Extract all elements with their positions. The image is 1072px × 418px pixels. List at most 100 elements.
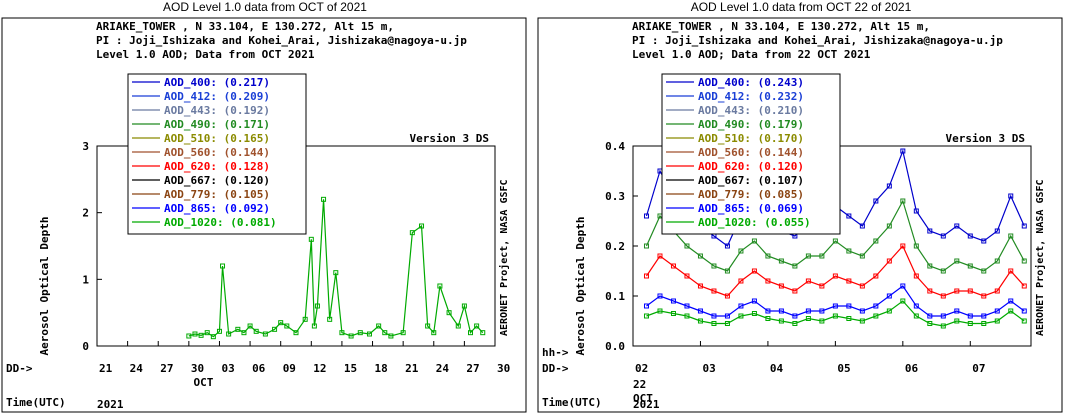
data-point (886, 223, 892, 229)
data-point (1008, 193, 1014, 199)
data-point (778, 258, 784, 264)
data-point (778, 283, 784, 289)
data-point (873, 238, 879, 244)
x-tick-label: 27 (466, 362, 479, 375)
data-point (1008, 233, 1014, 239)
legend-label: AOD_779: (0.105) (164, 188, 270, 201)
data-point (832, 273, 838, 279)
y-tick-label: 0.0 (605, 340, 625, 353)
data-point (308, 236, 314, 242)
data-point (1021, 318, 1027, 324)
data-point (913, 313, 919, 319)
time-label: Time(UTC) (6, 396, 66, 409)
header-line: Level 1.0 AOD; Data from 22 OCT 2021 (632, 48, 871, 61)
legend-label: AOD_620: (0.128) (164, 160, 270, 173)
y-tick-label: 2 (82, 207, 89, 220)
data-point (805, 308, 811, 314)
data-point (981, 313, 987, 319)
data-point (431, 330, 437, 336)
x-tick-label: 05 (837, 362, 850, 375)
data-point (684, 273, 690, 279)
data-point (859, 223, 865, 229)
data-point (455, 323, 461, 329)
data-point (446, 310, 452, 316)
data-point (967, 233, 973, 239)
legend-label: AOD_510: (0.170) (698, 132, 804, 145)
y-tick-label: 0 (82, 340, 89, 353)
legend-label: AOD_667: (0.107) (698, 174, 804, 187)
data-point (684, 303, 690, 309)
data-point (284, 323, 290, 329)
year-label: 2021 (633, 398, 660, 411)
data-point (724, 321, 730, 326)
data-point (940, 313, 946, 319)
data-point (333, 270, 339, 276)
data-point (1021, 283, 1027, 289)
data-point (994, 288, 1000, 294)
data-point (994, 308, 1000, 314)
data-point (643, 313, 649, 319)
outer-frame (537, 17, 1063, 413)
data-point (697, 253, 703, 259)
dd-prefix: DD-> (542, 362, 569, 375)
data-point (311, 323, 317, 329)
data-point (900, 298, 906, 304)
data-point (409, 230, 415, 236)
data-point (913, 303, 919, 309)
data-point (643, 273, 649, 279)
data-point (357, 330, 363, 336)
data-point (819, 308, 825, 314)
data-point (778, 308, 784, 314)
data-point (832, 313, 838, 319)
data-point (1021, 258, 1027, 264)
series-line (188, 199, 484, 338)
data-point (711, 288, 717, 294)
data-point (967, 313, 973, 319)
data-point (711, 321, 717, 326)
data-point (738, 313, 744, 319)
legend-label: AOD_400: (0.217) (164, 76, 270, 89)
x-tick-label: 09 (283, 362, 296, 375)
data-point (657, 293, 663, 299)
panel-title: AOD Level 1.0 data from OCT 22 of 2021 (690, 0, 912, 14)
legend-label: AOD_865: (0.092) (164, 202, 270, 215)
y-axis-label: Aerosol Optical Depth (574, 216, 587, 355)
data-point (241, 330, 247, 336)
series-line (645, 199, 1025, 272)
data-point (927, 321, 933, 326)
data-point (886, 308, 892, 314)
data-point (967, 263, 973, 269)
year-label: 2021 (97, 398, 124, 411)
data-point (278, 320, 284, 326)
data-point (792, 263, 798, 269)
x-tick-label: 21 (405, 362, 419, 375)
data-point (198, 332, 204, 338)
data-point (711, 313, 717, 319)
data-point (216, 328, 222, 334)
data-point (670, 311, 676, 316)
data-point (204, 330, 210, 336)
month-label: OCT (193, 376, 213, 389)
data-point (927, 313, 933, 319)
month-label: OCT (633, 392, 653, 405)
header-line: Level 1.0 AOD; Data from OCT 2021 (96, 48, 315, 61)
data-point (940, 323, 946, 329)
legend-label: AOD_1020: (0.081) (164, 216, 277, 229)
data-point (339, 330, 345, 336)
series-line (645, 244, 1025, 297)
legend-box (661, 73, 841, 235)
data-point (927, 228, 933, 234)
data-point (388, 333, 394, 339)
data-point (253, 328, 259, 334)
data-point (468, 330, 474, 336)
data-point (321, 196, 327, 202)
data-point (981, 238, 987, 244)
series-line (646, 285, 1025, 317)
x-tick-label: 24 (130, 362, 144, 375)
data-point (738, 303, 744, 309)
data-point (846, 248, 852, 254)
chart-panel-left: AOD Level 1.0 data from OCT of 2021 ARIA… (0, 0, 530, 418)
data-point (994, 228, 1000, 234)
version-label: Version 3 DS (946, 132, 1025, 145)
data-point (314, 303, 320, 309)
